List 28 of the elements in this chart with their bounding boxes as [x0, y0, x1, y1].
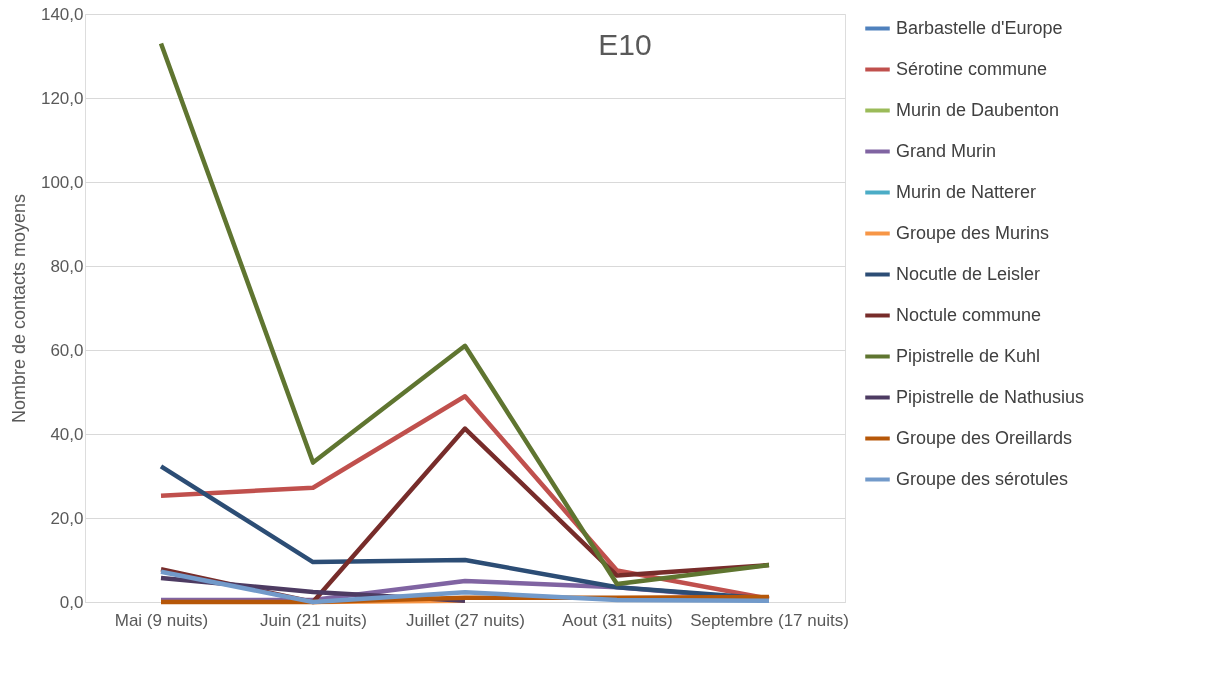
legend-label: Groupe des Murins: [896, 222, 1050, 243]
legend-label: Murin de Natterer: [896, 181, 1037, 202]
x-tick-label: Juillet (27 nuits): [405, 610, 526, 630]
legend-label: Groupe des Oreillards: [896, 427, 1073, 448]
y-tick-label: 40,0: [50, 424, 84, 444]
legend-label: Nocutle de Leisler: [896, 263, 1041, 284]
legend-label: Noctule commune: [896, 304, 1042, 325]
y-tick-label: 0,0: [59, 592, 84, 612]
y-tick-label: 80,0: [50, 256, 84, 276]
chart-title: E10: [598, 28, 652, 61]
x-tick-label: Aout (31 nuits): [562, 610, 673, 630]
legend-label: Pipistrelle de Kuhl: [896, 345, 1041, 366]
y-tick-label: 20,0: [50, 508, 84, 528]
y-tick-label: 140,0: [40, 4, 84, 24]
y-axis-title: Nombre de contacts moyens: [8, 193, 29, 424]
legend-label: Sérotine commune: [896, 58, 1048, 79]
line-series: [158, 569, 772, 605]
legend-label: Groupe des sérotules: [896, 468, 1069, 489]
x-tick-label: Mai (9 nuits): [114, 610, 209, 630]
x-tick-label: Juin (21 nuits): [260, 610, 367, 630]
legend-label: Barbastelle d'Europe: [896, 17, 1063, 38]
legend-label: Grand Murin: [896, 140, 997, 161]
y-tick-label: 100,0: [40, 172, 84, 192]
y-tick-label: 120,0: [40, 88, 84, 108]
x-tick-label: Septembre (17 nuits): [690, 610, 849, 630]
y-tick-label: 60,0: [50, 340, 84, 360]
legend-label: Murin de Daubenton: [896, 99, 1060, 120]
legend-label: Pipistrelle de Nathusius: [896, 386, 1085, 407]
